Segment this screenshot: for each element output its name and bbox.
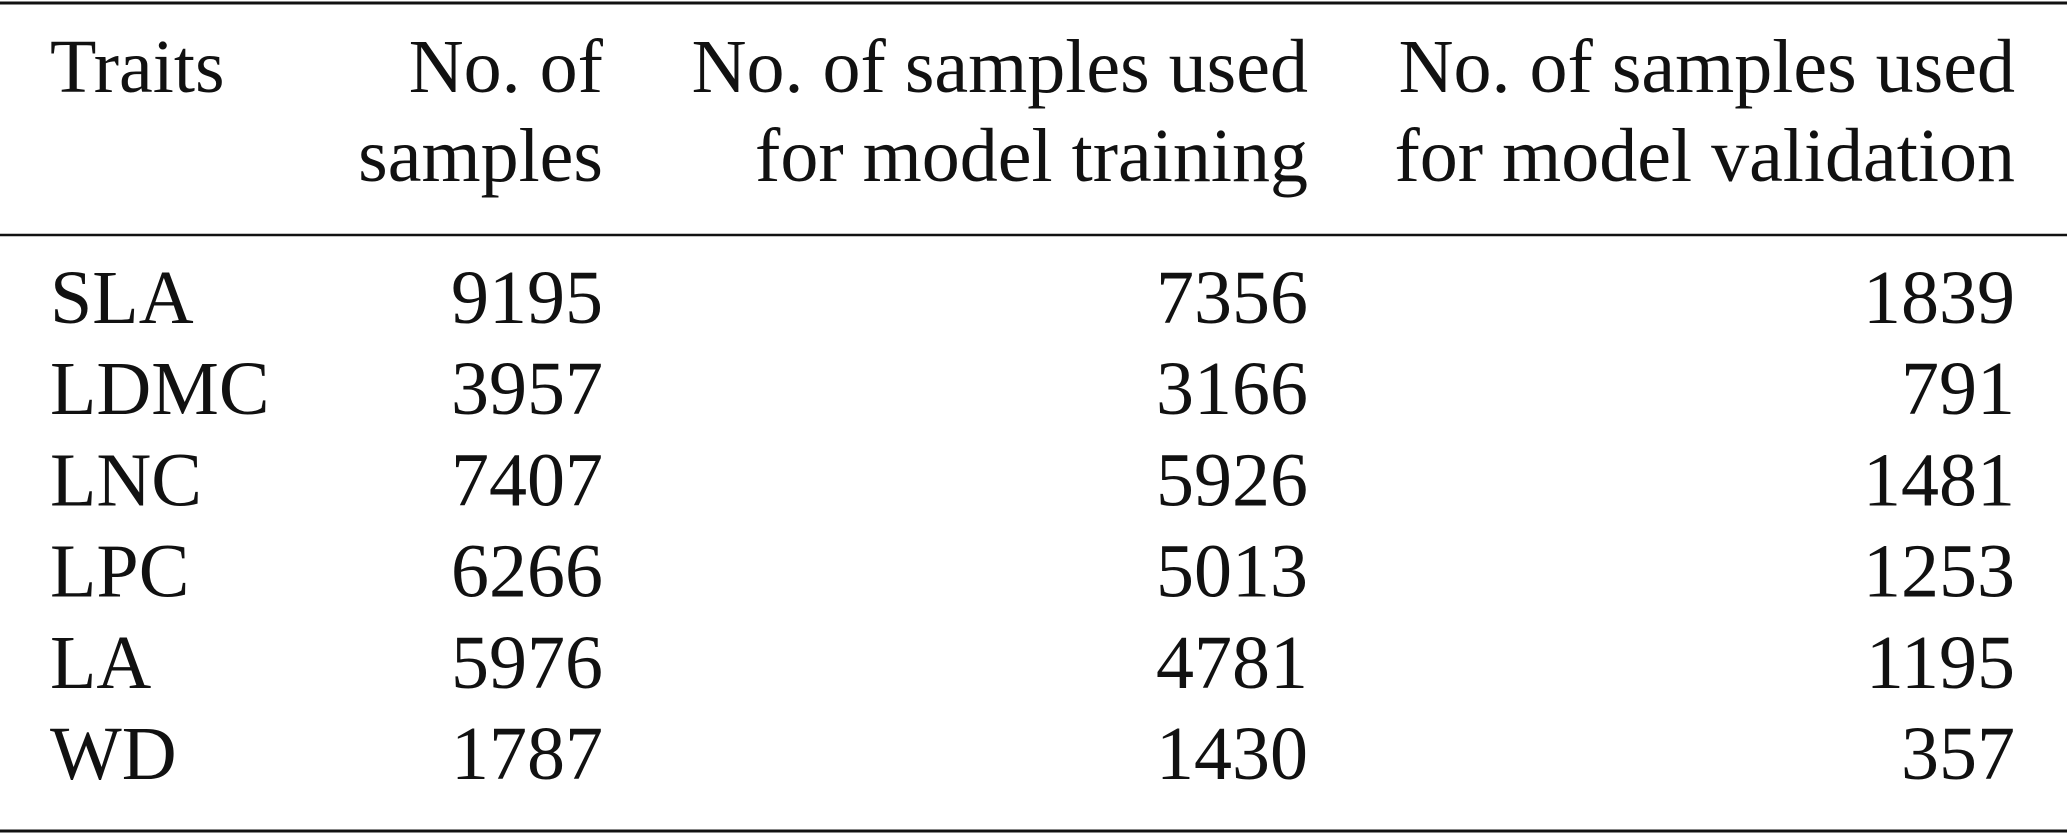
number-cell: 1839: [1863, 256, 2015, 340]
number-cell: 9195: [451, 256, 603, 340]
number-cell: 5926: [1156, 438, 1308, 522]
number-cell: 357: [1901, 712, 2015, 796]
header-cell: No. of samples used: [1399, 25, 2015, 109]
trait-cell: WD: [50, 712, 177, 796]
number-cell: 7407: [451, 438, 603, 522]
header-cell: samples: [358, 114, 603, 198]
number-cell: 1481: [1863, 438, 2015, 522]
trait-cell: LDMC: [50, 347, 270, 431]
number-cell: 791: [1901, 347, 2015, 431]
number-cell: 5013: [1156, 530, 1308, 614]
header-cell: No. of: [409, 25, 604, 109]
number-cell: 4781: [1156, 621, 1308, 705]
number-cell: 7356: [1156, 256, 1308, 340]
number-cell: 5976: [451, 621, 603, 705]
header-cell: for model training: [755, 114, 1308, 198]
trait-cell: SLA: [50, 256, 194, 340]
trait-cell: LPC: [50, 530, 189, 614]
number-cell: 1253: [1863, 530, 2015, 614]
header-cell: Traits: [50, 25, 225, 109]
number-cell: 6266: [451, 530, 603, 614]
number-cell: 1787: [451, 712, 603, 796]
number-cell: 1195: [1866, 621, 2015, 705]
trait-cell: LA: [50, 621, 151, 705]
number-cell: 3957: [451, 347, 603, 431]
header-cell: for model validation: [1394, 114, 2015, 198]
header-cell: No. of samples used: [692, 25, 1308, 109]
number-cell: 1430: [1156, 712, 1308, 796]
number-cell: 3166: [1156, 347, 1308, 431]
trait-cell: LNC: [50, 438, 202, 522]
